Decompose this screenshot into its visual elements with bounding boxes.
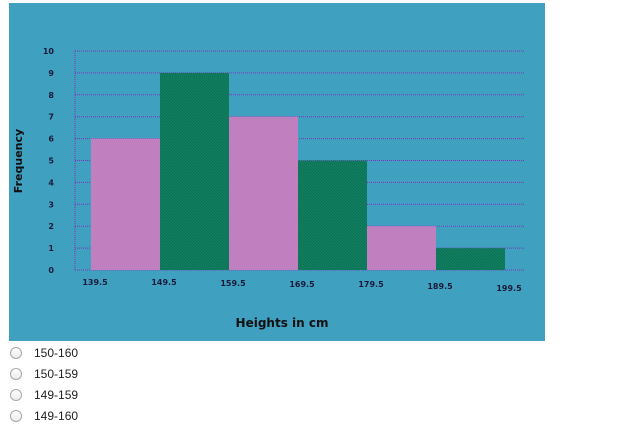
histogram-bar bbox=[298, 160, 367, 270]
x-tick-label: 199.5 bbox=[496, 284, 522, 293]
radio-button[interactable] bbox=[10, 409, 22, 422]
y-axis-title: Frequency bbox=[12, 129, 25, 193]
x-tick-labels: 139.5 149.5 159.5 169.5 179.5 189.5 199.5 bbox=[82, 278, 522, 293]
x-axis-title: Heights in cm bbox=[236, 316, 329, 330]
x-tick-label: 139.5 bbox=[82, 278, 108, 287]
x-tick-label: 149.5 bbox=[151, 278, 177, 287]
answer-option[interactable]: 149-160 bbox=[10, 405, 310, 426]
y-tick-label: 1 bbox=[48, 244, 54, 253]
y-tick-label: 2 bbox=[48, 222, 54, 231]
histogram-bar bbox=[91, 138, 160, 270]
radio-button[interactable] bbox=[10, 346, 22, 359]
radio-button[interactable] bbox=[10, 388, 22, 401]
radio-button[interactable] bbox=[10, 367, 22, 380]
y-tick-label: 8 bbox=[48, 91, 54, 100]
answer-option-label: 149-160 bbox=[34, 408, 79, 423]
y-tick-label: 10 bbox=[43, 47, 55, 56]
y-tick-label: 4 bbox=[48, 178, 54, 187]
y-tick-label: 6 bbox=[48, 135, 54, 144]
answer-option[interactable]: 150-159 bbox=[10, 363, 310, 384]
answer-option[interactable]: 150-160 bbox=[10, 342, 310, 363]
y-tick-labels: 0 1 2 3 4 5 6 7 8 9 10 bbox=[43, 47, 55, 275]
bars bbox=[91, 72, 505, 271]
y-tick-label: 3 bbox=[48, 200, 54, 209]
y-tick-label: 0 bbox=[48, 266, 54, 275]
histogram-bar bbox=[229, 116, 298, 270]
histogram-chart: 0 1 2 3 4 5 6 7 8 9 10 139.5 149.5 159.5 169.5 179.5 18… bbox=[9, 3, 545, 341]
answer-options: 150-160 150-159 149-159 149-160 bbox=[10, 342, 310, 426]
y-tick-label: 5 bbox=[48, 157, 54, 166]
x-tick-label: 179.5 bbox=[358, 280, 384, 289]
y-tick-label: 7 bbox=[48, 113, 54, 122]
y-tick-label: 9 bbox=[48, 69, 54, 78]
x-tick-label: 169.5 bbox=[289, 280, 315, 289]
answer-option-label: 150-159 bbox=[34, 366, 79, 381]
histogram-bar bbox=[160, 72, 229, 271]
x-tick-label: 159.5 bbox=[220, 279, 246, 288]
answer-option-label: 150-160 bbox=[34, 345, 79, 360]
histogram-svg: 0 1 2 3 4 5 6 7 8 9 10 139.5 149.5 159.5 169.5 179.5 18… bbox=[12, 47, 525, 330]
x-tick-label: 189.5 bbox=[427, 282, 453, 291]
histogram-bar bbox=[367, 226, 436, 270]
answer-option[interactable]: 149-159 bbox=[10, 384, 310, 405]
answer-option-label: 149-159 bbox=[34, 387, 79, 402]
histogram-bar bbox=[436, 248, 505, 270]
